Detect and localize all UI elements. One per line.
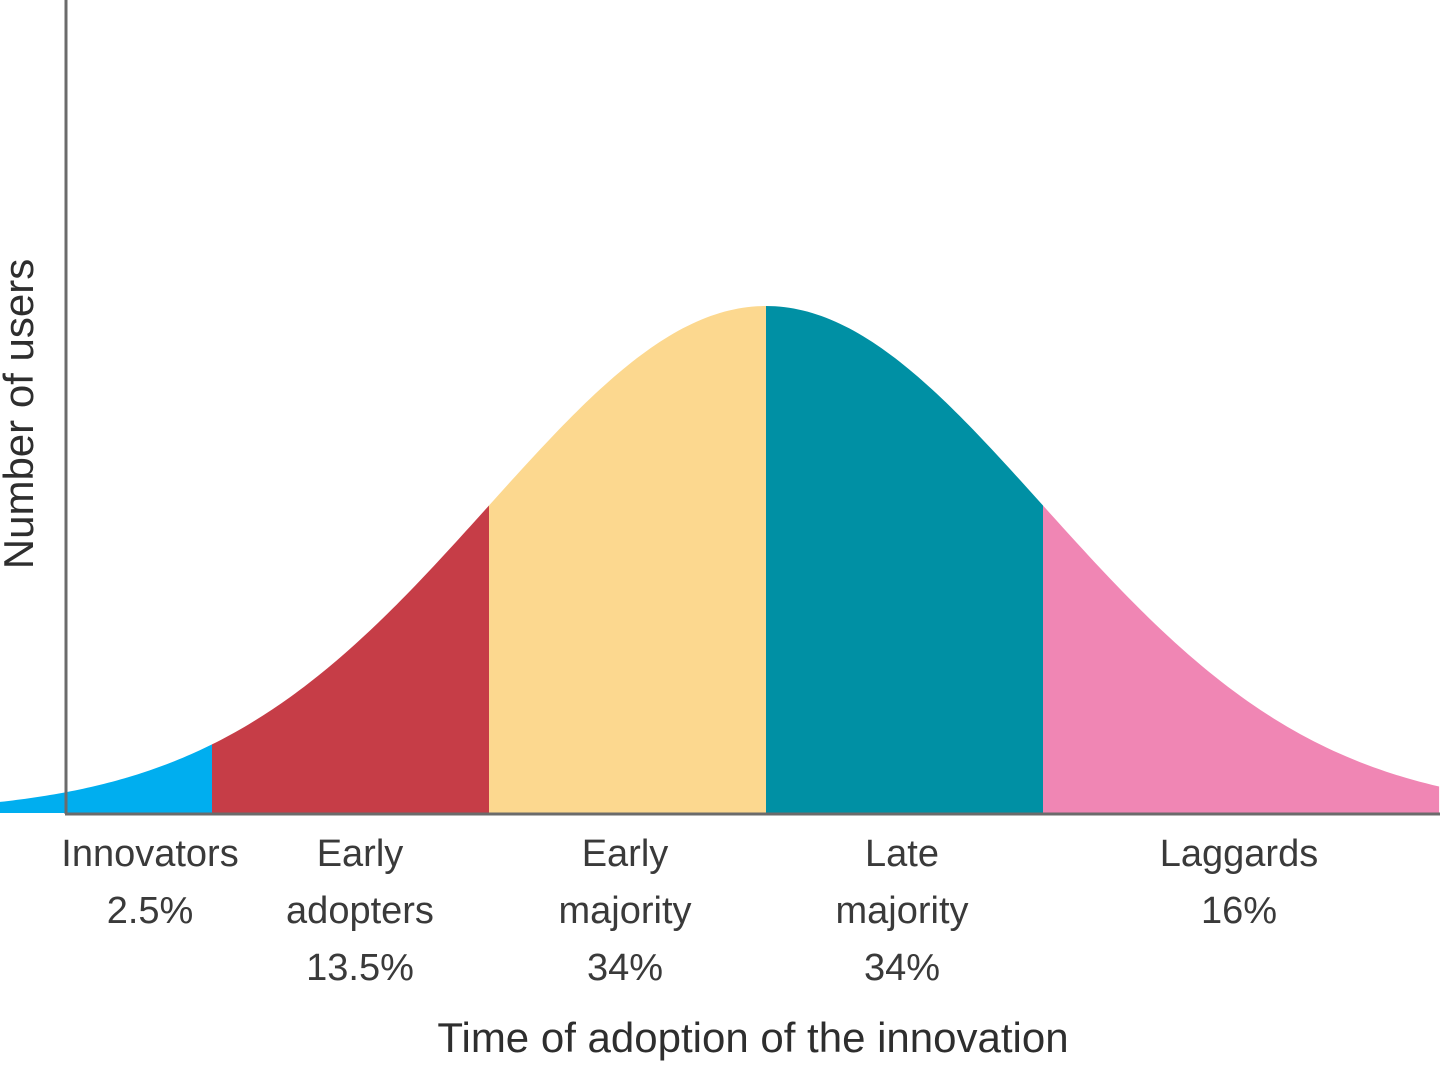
segment-label-line: Early — [581, 833, 669, 875]
segment-label-line: 13.5% — [306, 947, 414, 989]
curve-segment-laggards — [1043, 505, 1440, 813]
segment-label-line: Laggards — [1159, 833, 1319, 875]
segment-label-line: Innovators — [61, 833, 239, 875]
segment-label-line: 34% — [863, 947, 941, 989]
segment-label-innovators: Innovators 2.5% — [30, 826, 270, 940]
segment-label-laggards: Laggards 16% — [1119, 826, 1359, 940]
y-axis-label: Number of users — [0, 258, 42, 570]
segment-label-late-majority: Late majority 34% — [782, 826, 1022, 997]
segment-label-line: majority — [558, 890, 692, 932]
segment-label-line: majority — [835, 890, 969, 932]
segment-label-early-adopters: Early adopters 13.5% — [240, 826, 480, 997]
x-axis-label: Time of adoption of the innovation — [437, 1014, 1069, 1061]
segment-label-early-majority: Early majority 34% — [505, 826, 745, 997]
curve-segments — [0, 306, 1440, 813]
segment-label-line: Early — [316, 833, 404, 875]
segment-label-line: adopters — [286, 890, 434, 932]
curve-segment-late-majority — [766, 306, 1043, 813]
curve-segment-early-adopters — [212, 505, 489, 813]
segment-label-line: 16% — [1200, 890, 1278, 932]
segment-label-line: 34% — [586, 947, 664, 989]
curve-segment-early-majority — [489, 306, 766, 813]
segment-label-line: Late — [865, 833, 939, 875]
curve-segment-innovators — [0, 744, 212, 813]
segment-label-line: 2.5% — [106, 890, 194, 932]
